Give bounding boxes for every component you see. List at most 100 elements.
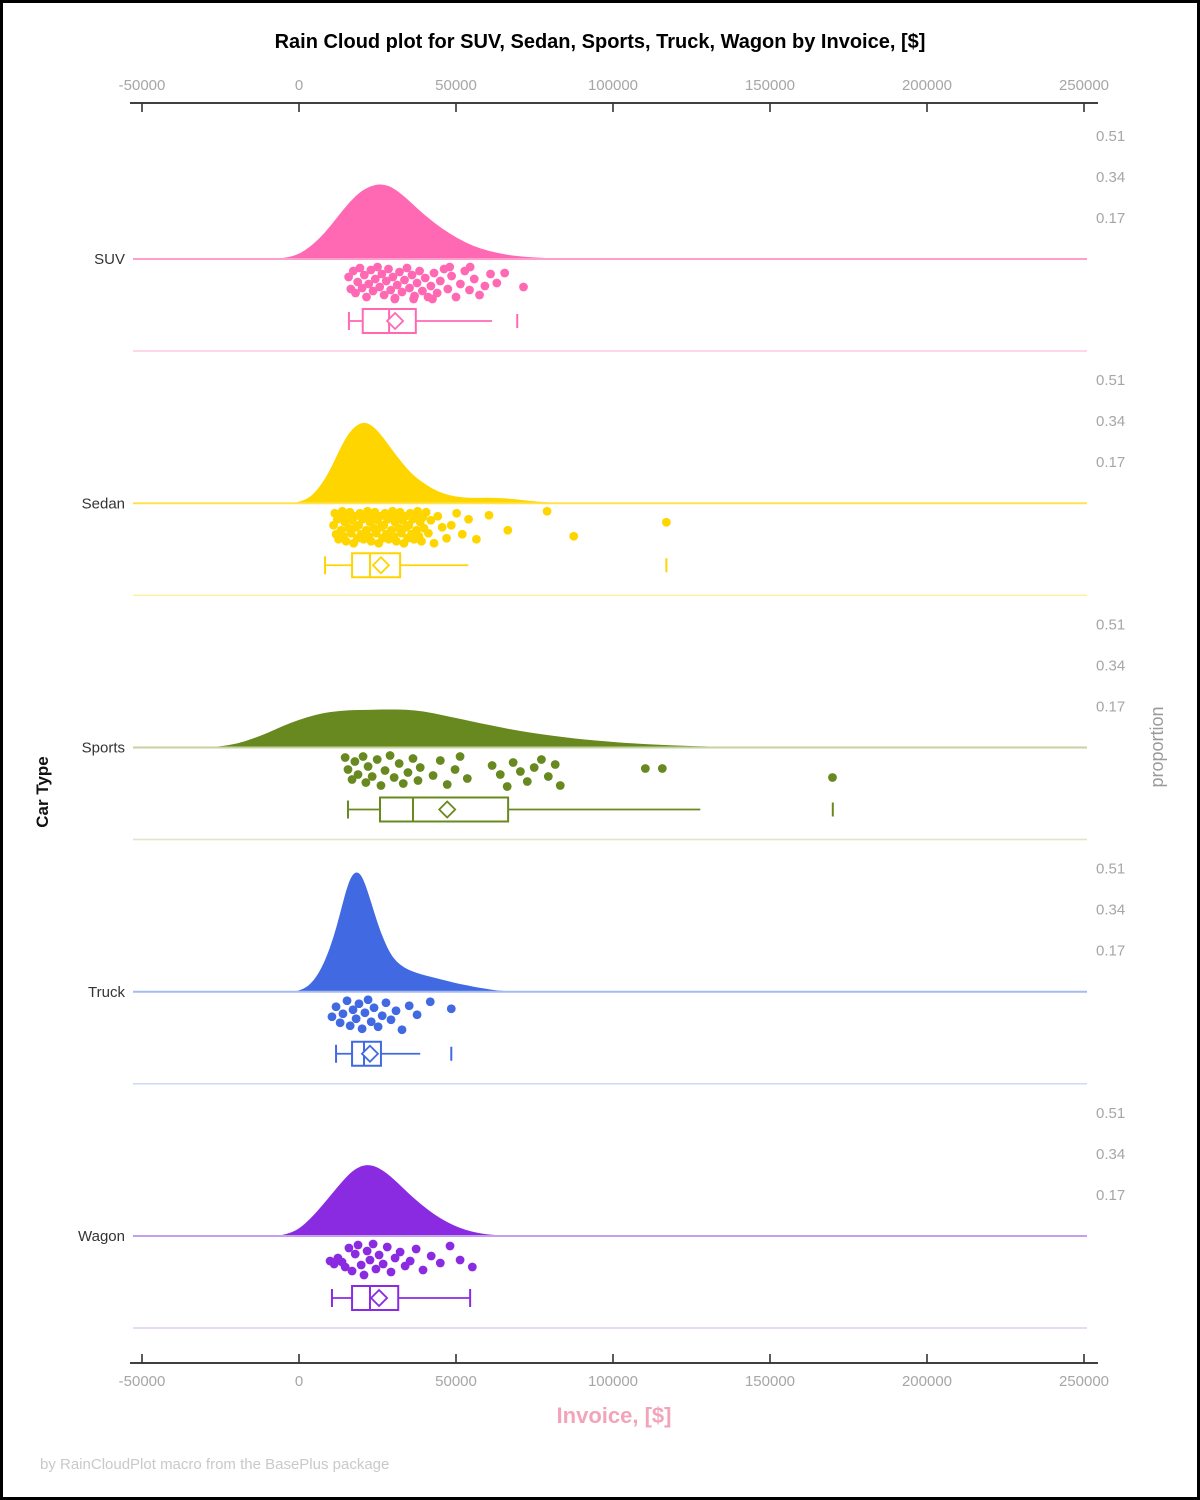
rain-point — [386, 285, 396, 295]
rain-point — [413, 506, 423, 516]
boxplot-sports — [346, 796, 834, 823]
rain-point — [394, 759, 404, 768]
category-label-truck: Truck — [88, 984, 125, 1001]
rain-point — [372, 755, 382, 764]
proportion-tick-label: 0.34 — [1096, 1146, 1125, 1163]
rain-point — [450, 765, 460, 774]
rain-point — [343, 765, 353, 774]
rain-point — [391, 536, 401, 546]
rain-point — [351, 1014, 361, 1024]
rain-point — [364, 279, 374, 289]
rain-point — [331, 1002, 341, 1012]
rain-point — [386, 1267, 396, 1277]
rain-point — [411, 1244, 421, 1254]
top-axis-tick-label: -50000 — [119, 77, 166, 94]
rain-point — [392, 280, 402, 290]
chart-title: Rain Cloud plot for SUV, Sedan, Sports, … — [275, 31, 926, 53]
row-suv: SUV 0.17 0.34 0.51 — [94, 128, 1125, 352]
top-axis-tick-label: 50000 — [435, 77, 477, 94]
proportion-tick-label: 0.34 — [1096, 413, 1125, 430]
rain-point — [403, 768, 413, 777]
rain-point — [373, 262, 382, 272]
rain-point — [360, 1008, 370, 1018]
rain-point — [503, 525, 513, 535]
category-label-sedan: Sedan — [82, 495, 125, 512]
rain-point — [455, 752, 465, 761]
rain-point — [385, 751, 395, 760]
rain-point — [395, 1247, 405, 1257]
rain-point — [386, 1015, 396, 1025]
rain-point — [423, 528, 433, 538]
rain-point — [426, 1251, 436, 1261]
rain-point — [351, 288, 360, 298]
rain-point — [350, 757, 360, 766]
rain-point — [508, 758, 518, 767]
rain-point — [380, 766, 390, 775]
proportion-tick-label: 0.51 — [1096, 616, 1125, 633]
rain-point — [522, 777, 532, 786]
top-axis-tick-label: 250000 — [1059, 77, 1109, 94]
rain-point — [657, 764, 667, 773]
footer-credit: by RainCloudPlot macro from the BasePlus… — [40, 1456, 389, 1473]
rain-point — [400, 275, 409, 285]
rain-point — [569, 531, 579, 541]
rain-points-wagon — [325, 1239, 477, 1280]
rain-point — [495, 770, 505, 779]
rain-point — [442, 780, 452, 789]
mean-diamond — [360, 1044, 380, 1064]
rain-point — [344, 1243, 354, 1253]
mean-diamond — [369, 1288, 389, 1308]
rain-point — [363, 762, 373, 771]
rain-point — [348, 1005, 358, 1015]
rain-point — [435, 276, 445, 286]
rain-point — [661, 517, 671, 527]
rain-point — [396, 528, 406, 538]
top-axis-tick-label: 200000 — [902, 77, 952, 94]
bottom-axis-tick-label: 100000 — [588, 1373, 638, 1390]
row-truck: Truck 0.17 0.34 0.51 — [88, 861, 1125, 1085]
rain-point — [337, 506, 347, 516]
rain-point — [397, 287, 407, 297]
rain-point — [425, 997, 435, 1007]
proportion-tick-label: 0.17 — [1096, 698, 1125, 715]
bottom-axis-tick-label: 150000 — [745, 1373, 795, 1390]
rain-point — [354, 999, 364, 1009]
rain-point — [363, 506, 372, 516]
bottom-axis-tick-label: 50000 — [435, 1373, 477, 1390]
rain-point — [341, 536, 351, 546]
rain-point — [378, 1259, 388, 1269]
rain-point — [345, 1021, 355, 1031]
rain-point — [371, 528, 381, 538]
rain-point — [358, 752, 368, 761]
rain-point — [418, 286, 427, 296]
rain-point — [492, 278, 502, 288]
rain-point — [415, 266, 424, 276]
density-curve-wagon — [277, 1165, 510, 1236]
rain-point — [384, 264, 393, 274]
rain-point — [366, 536, 376, 546]
rain-point — [445, 262, 455, 272]
rain-point — [327, 1012, 337, 1022]
rain-point — [353, 770, 363, 779]
rain-point — [359, 1270, 369, 1280]
rain-point — [452, 508, 462, 518]
boxplot-sedan — [324, 552, 668, 579]
rain-point — [480, 281, 490, 291]
rain-point — [464, 514, 473, 524]
rain-point — [418, 1265, 428, 1275]
rain-point — [377, 1011, 387, 1021]
category-label-suv: SUV — [94, 251, 125, 268]
proportion-tick-label: 0.34 — [1096, 902, 1125, 919]
rain-point — [381, 998, 391, 1008]
rain-point — [428, 771, 438, 780]
proportion-tick-label: 0.17 — [1096, 210, 1125, 227]
mean-diamond — [385, 311, 405, 331]
row-wagon: Wagon 0.17 0.34 0.51 — [78, 1105, 1125, 1329]
proportion-tick-label: 0.17 — [1096, 454, 1125, 471]
rain-points-sedan — [329, 506, 671, 548]
proportion-tick-label: 0.51 — [1096, 372, 1125, 389]
proportion-tick-label: 0.51 — [1096, 861, 1125, 878]
boxplot-wagon — [330, 1285, 472, 1311]
bottom-axis-tick-label: 200000 — [902, 1373, 952, 1390]
